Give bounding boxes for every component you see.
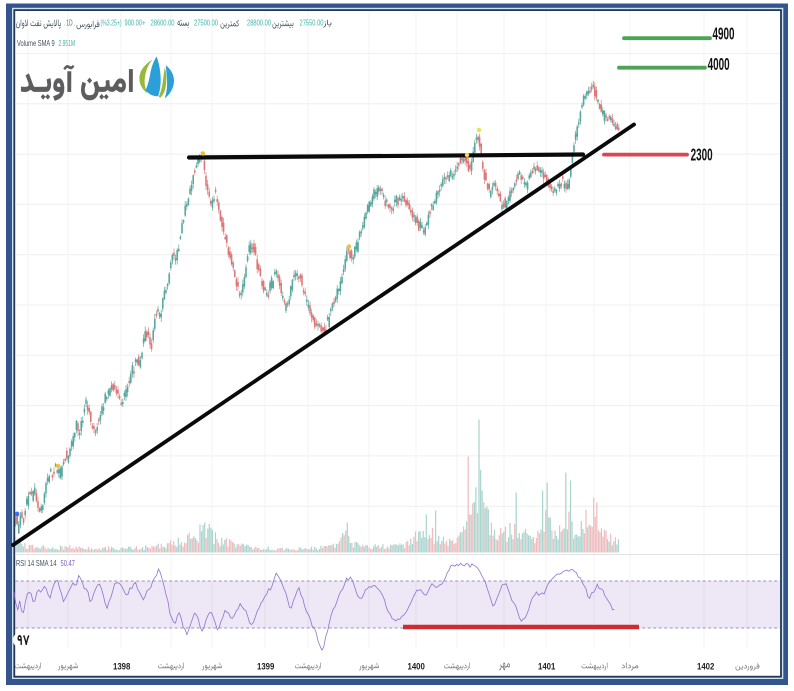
svg-text:4900: 4900 [713, 23, 735, 43]
svg-text:4000: 4000 [708, 54, 730, 74]
svg-text:900.00+: 900.00+ [125, 17, 146, 28]
svg-text:50.47: 50.47 [61, 558, 75, 569]
svg-text:1401: 1401 [538, 661, 556, 672]
svg-text:27550.00: 27550.00 [300, 17, 324, 28]
svg-text:27500.00: 27500.00 [194, 17, 218, 28]
svg-text:. 1D .: . 1D . [64, 19, 76, 28]
svg-text:1399: 1399 [257, 661, 275, 672]
svg-text:2300: 2300 [691, 144, 713, 164]
svg-text:2.951M: 2.951M [59, 40, 76, 49]
svg-text:28800.00: 28800.00 [247, 17, 271, 28]
svg-text:(%3.25+): (%3.25+) [101, 18, 122, 28]
svg-text:1402: 1402 [697, 661, 715, 672]
svg-text:1400: 1400 [408, 661, 426, 672]
svg-text:28600.00: 28600.00 [151, 17, 175, 28]
svg-text:Volume SMA 9: Volume SMA 9 [17, 38, 55, 49]
svg-text:RSI 14 SMA 14: RSI 14 SMA 14 [16, 558, 57, 568]
svg-text:1398: 1398 [113, 661, 131, 672]
